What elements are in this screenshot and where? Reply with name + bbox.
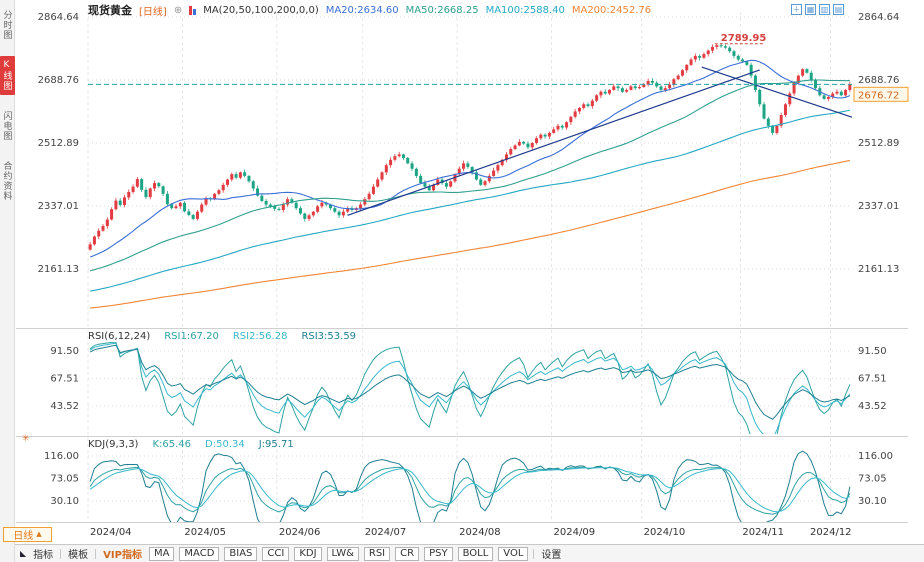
indicator-button-vol[interactable]: VOL — [498, 546, 529, 561]
symbol-title: 现货黄金 — [88, 4, 132, 17]
sidebar-tab-lightning-chart[interactable]: 闪电图 — [1, 111, 12, 141]
indicator-settings-icon[interactable]: ✳ — [22, 434, 30, 444]
svg-text:2024/12: 2024/12 — [810, 527, 852, 538]
layout-add-icon[interactable]: ＋ — [791, 4, 802, 15]
svg-text:2024/08: 2024/08 — [459, 527, 501, 538]
svg-text:2024/10: 2024/10 — [644, 527, 686, 538]
period-label: [日线] — [139, 6, 167, 18]
svg-text:2512.89: 2512.89 — [858, 138, 899, 149]
svg-text:73.05: 73.05 — [50, 474, 79, 485]
kdj-panel-layer — [89, 450, 851, 522]
rsi2-value: RSI2:56.28 — [232, 330, 288, 342]
price-panel-layer — [88, 43, 853, 309]
svg-text:30.10: 30.10 — [50, 496, 79, 507]
rsi3-value: RSI3:53.59 — [301, 330, 357, 342]
svg-text:2688.76: 2688.76 — [38, 75, 79, 86]
kdj-k-value: K:65.46 — [152, 438, 192, 450]
last-price-tag — [853, 86, 909, 102]
svg-text:43.52: 43.52 — [858, 401, 887, 412]
candlestick-icon — [189, 5, 197, 15]
indicator-button-macd[interactable]: MACD — [179, 546, 220, 561]
toolbar-divider — [533, 548, 535, 559]
svg-text:2024/11: 2024/11 — [742, 527, 784, 538]
svg-text:2512.89: 2512.89 — [38, 138, 79, 149]
toolbar-divider — [95, 548, 97, 559]
sidebar-tab-time-chart[interactable]: 分时图 — [1, 10, 12, 40]
toolbar-item-vip-indicators[interactable]: VIP指标 — [103, 550, 142, 561]
toolbar-item-indicators[interactable]: 指标 — [33, 550, 54, 561]
svg-text:2024/06: 2024/06 — [279, 527, 321, 538]
svg-text:2024/07: 2024/07 — [365, 527, 407, 538]
svg-text:91.50: 91.50 — [858, 346, 887, 357]
toolbar-item-settings[interactable]: 设置 — [541, 550, 562, 561]
svg-text:73.05: 73.05 — [858, 474, 887, 485]
svg-text:2688.76: 2688.76 — [858, 75, 899, 86]
indicator-button-cci[interactable]: CCI — [262, 546, 290, 561]
rsi-panel-header: RSI(6,12,24) RSI1:67.20 RSI2:56.28 RSI3:… — [88, 330, 356, 342]
svg-text:2024/04: 2024/04 — [90, 527, 132, 538]
svg-text:2676.72: 2676.72 — [858, 90, 899, 101]
svg-text:2864.64: 2864.64 — [858, 12, 899, 23]
kdj-params-label[interactable]: KDJ(9,3,3) — [88, 438, 139, 450]
indicator-menu-icon[interactable]: ◣ — [20, 549, 27, 558]
svg-text:2024/09: 2024/09 — [554, 527, 596, 538]
kdj-panel-header: KDJ(9,3,3) K:65.46 D:50.34 J:95.71 — [88, 438, 294, 450]
svg-text:2864.64: 2864.64 — [38, 12, 79, 23]
svg-text:2161.13: 2161.13 — [38, 264, 79, 275]
sidebar-tab-kline-chart[interactable]: K线图 — [0, 56, 15, 95]
compare-add-icon[interactable]: ⊕ — [173, 4, 183, 16]
svg-text:2161.13: 2161.13 — [858, 264, 899, 275]
trendline — [347, 69, 760, 216]
period-selector-label: 日线 — [13, 531, 34, 542]
ma200-value: MA200:2452.76 — [571, 4, 652, 16]
bottom-toolbar: ◣ 指标 模板 VIP指标 MA MACD BIAS CCI KDJ LW& R… — [15, 544, 924, 562]
svg-text:91.50: 91.50 — [50, 346, 79, 357]
ma-settings-label: MA(20,50,100,200,0,0) — [203, 4, 319, 16]
chart-header: 现货黄金 [日线] ⊕ MA(20,50,100,200,0,0) MA20:2… — [88, 3, 652, 18]
svg-text:43.52: 43.52 — [50, 401, 79, 412]
indicator-button-psy[interactable]: PSY — [424, 546, 453, 561]
svg-text:116.00: 116.00 — [44, 451, 79, 462]
svg-text:116.00: 116.00 — [858, 451, 893, 462]
layout-columns-icon[interactable]: ▥ — [819, 4, 830, 15]
svg-text:67.51: 67.51 — [50, 374, 79, 385]
indicator-button-bias[interactable]: BIAS — [224, 546, 258, 561]
svg-text:2024/05: 2024/05 — [184, 527, 226, 538]
chevron-up-icon: ▲ — [36, 530, 42, 538]
svg-text:2337.01: 2337.01 — [858, 201, 899, 212]
sidebar-tab-contract-info[interactable]: 合约资料 — [1, 161, 12, 201]
left-sidebar: 分时图 K线图 闪电图 合约资料 — [0, 0, 15, 562]
trendline — [701, 66, 853, 118]
indicator-button-lwr[interactable]: LW& — [326, 546, 359, 561]
kdj-j-value: J:95.71 — [258, 438, 294, 450]
indicator-button-kdj[interactable]: KDJ — [294, 546, 322, 561]
indicator-button-boll[interactable]: BOLL — [457, 546, 494, 561]
period-selector[interactable]: 日线 ▲ — [3, 527, 52, 542]
toolbar-divider — [60, 548, 62, 559]
rsi-panel-layer — [89, 342, 851, 434]
svg-text:2337.01: 2337.01 — [38, 201, 79, 212]
svg-text:30.10: 30.10 — [858, 496, 887, 507]
indicator-button-ma[interactable]: MA — [148, 546, 175, 561]
toolbar-item-templates[interactable]: 模板 — [68, 550, 89, 561]
layout-grid-icon[interactable]: ▦ — [805, 4, 816, 15]
ma20-value: MA20:2634.60 — [325, 4, 399, 16]
layout-rows-icon[interactable]: ▤ — [833, 4, 844, 15]
svg-text:67.51: 67.51 — [858, 374, 887, 385]
svg-text:2789.95: 2789.95 — [721, 33, 767, 44]
ma100-value: MA100:2588.40 — [485, 4, 565, 16]
kdj-d-value: D:50.34 — [205, 438, 245, 450]
ma50-value: MA50:2668.25 — [405, 4, 479, 16]
rsi-params-label[interactable]: RSI(6,12,24) — [88, 330, 151, 342]
window-controls: ＋ ▦ ▥ ▤ — [791, 4, 844, 15]
indicator-button-rsi[interactable]: RSI — [363, 546, 391, 561]
rsi1-value: RSI1:67.20 — [164, 330, 219, 342]
indicator-button-cr[interactable]: CR — [395, 546, 420, 561]
